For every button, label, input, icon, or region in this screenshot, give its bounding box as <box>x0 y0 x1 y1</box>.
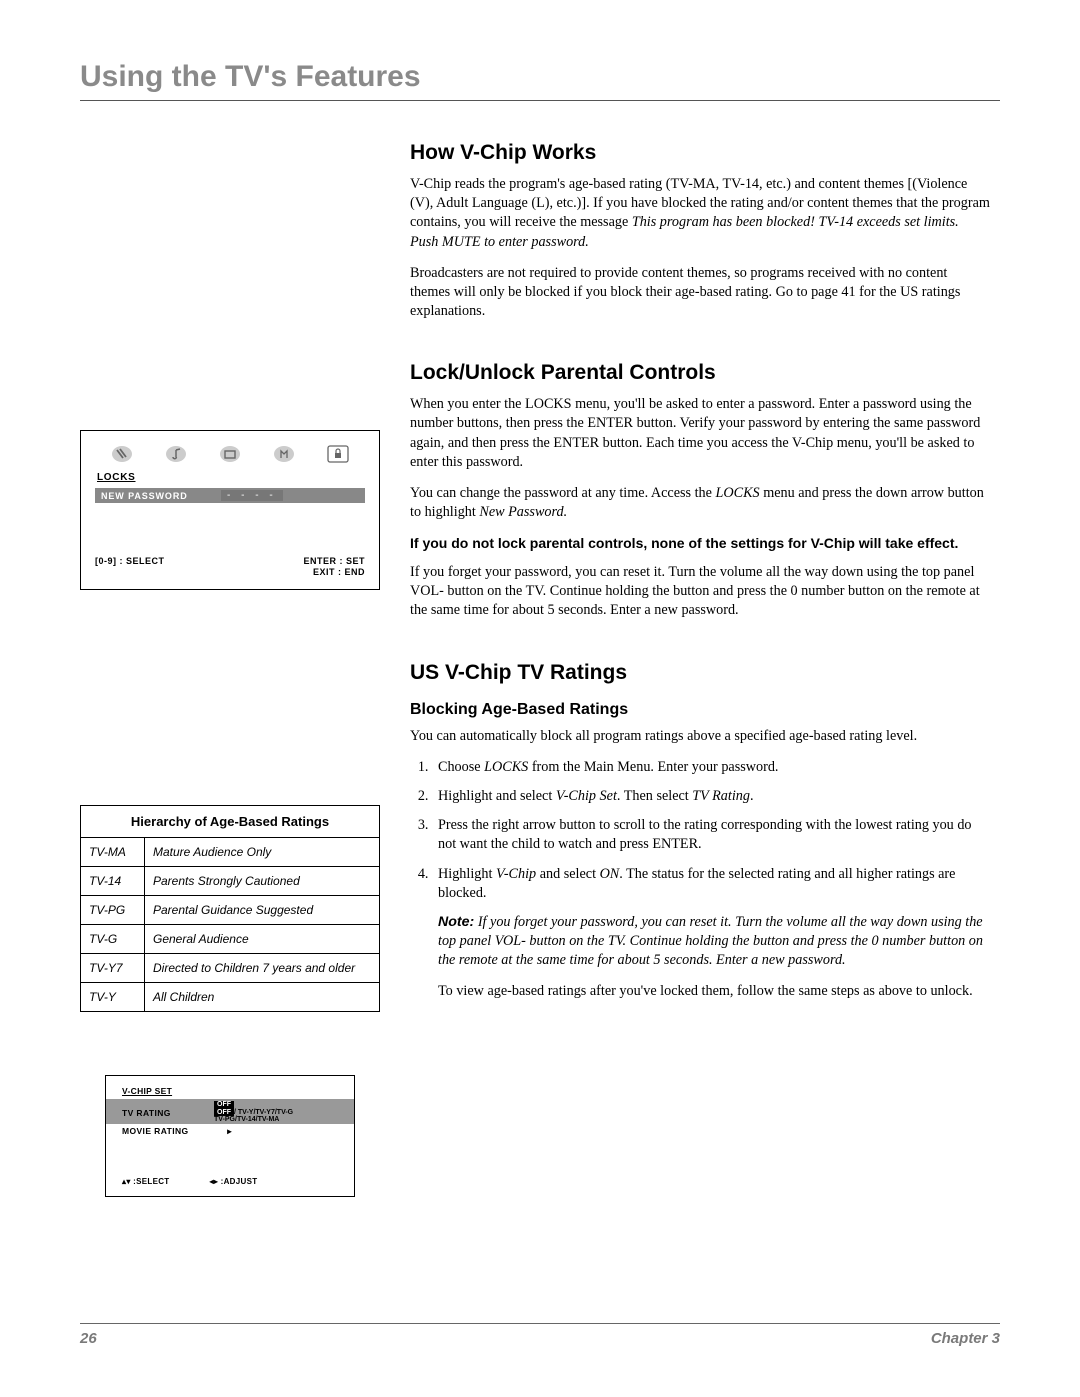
movie-rating-label: MOVIE RATING <box>122 1126 189 1136</box>
vchip-footer: ▴▾ :SELECT ◂▸ :ADJUST <box>122 1177 338 1186</box>
table-row: TV-MAMature Audience Only <box>81 838 380 867</box>
picture-icon <box>109 443 135 465</box>
text: You can change the password at any time.… <box>410 485 715 501</box>
rating-desc: Mature Audience Only <box>145 838 380 867</box>
table-row: TV-PGParental Guidance Suggested <box>81 896 380 925</box>
opts-line2: TV-PG/TV-14/TV-MA <box>214 1116 279 1123</box>
rating-desc: General Audience <box>145 925 380 954</box>
lock-paragraph-1: When you enter the LOCKS menu, you'll be… <box>410 395 990 472</box>
step-3: Press the right arrow button to scroll t… <box>432 816 990 854</box>
text: Highlight and select <box>438 788 556 804</box>
locks-footer: [0-9] : SELECT ENTER : SET EXIT : END <box>95 556 365 579</box>
tv-rating-label: TV RATING <box>122 1108 214 1118</box>
step-4: Highlight V-Chip and select ON. The stat… <box>432 865 990 903</box>
chapter-label: Chapter 3 <box>931 1330 1000 1347</box>
table-row: TV-GGeneral Audience <box>81 925 380 954</box>
rating-code: TV-Y7 <box>81 954 145 983</box>
rating-code: TV-14 <box>81 867 145 896</box>
italic-text: New Password. <box>479 504 567 520</box>
movie-rating-row: MOVIE RATING ▸ <box>122 1126 354 1137</box>
rating-code: TV-MA <box>81 838 145 867</box>
italic-text: V-Chip <box>496 866 536 882</box>
note-body: If you forget your password, you can res… <box>438 914 983 968</box>
ratings-table: Hierarchy of Age-Based Ratings TV-MAMatu… <box>80 805 380 1012</box>
rating-code: TV-PG <box>81 896 145 925</box>
password-dashes: - - - - <box>221 490 283 501</box>
locks-label: LOCKS <box>97 472 371 483</box>
new-password-row: NEW PASSWORD - - - - <box>95 488 365 503</box>
lock-icon <box>325 443 351 465</box>
audio-icon <box>163 443 189 465</box>
note-label: Note: <box>438 914 474 930</box>
screen-icon <box>217 443 243 465</box>
text: Choose <box>438 759 484 775</box>
table-row: TV-Y7Directed to Children 7 years and ol… <box>81 954 380 983</box>
main-content: How V-Chip Works V-Chip reads the progra… <box>410 141 990 1002</box>
rating-code: TV-G <box>81 925 145 954</box>
opts-line1: / TV-Y/TV-Y7/TV-G <box>234 1109 293 1116</box>
italic-text: ON <box>600 866 620 882</box>
italic-text: LOCKS <box>715 485 759 501</box>
rating-desc: Directed to Children 7 years and older <box>145 954 380 983</box>
heading-us-vchip: US V-Chip TV Ratings <box>410 661 990 685</box>
text: and select <box>536 866 599 882</box>
off-value-dup: OFF <box>214 1109 234 1117</box>
italic-text: LOCKS <box>484 759 528 775</box>
last-paragraph: To view age-based ratings after you've l… <box>438 982 990 1001</box>
lock-paragraph-2: You can change the password at any time.… <box>410 484 990 522</box>
footer-enter: ENTER : SET <box>303 556 365 566</box>
steps-list: Choose LOCKS from the Main Menu. Enter y… <box>410 758 990 903</box>
movie-arrow: ▸ <box>227 1126 232 1136</box>
lock-paragraph-3: If you forget your password, you can res… <box>410 563 990 621</box>
footer-select: [0-9] : SELECT <box>95 556 165 579</box>
vchip-paragraph-1: V-Chip reads the program's age-based rat… <box>410 175 990 252</box>
italic-text: V-Chip Set <box>556 788 617 804</box>
vchip-footer-select: ▴▾ :SELECT <box>122 1177 169 1186</box>
off-value: OFF <box>214 1101 234 1109</box>
rating-desc: Parents Strongly Cautioned <box>145 867 380 896</box>
text: Highlight <box>438 866 496 882</box>
heading-lock-unlock: Lock/Unlock Parental Controls <box>410 361 990 385</box>
table-row: TV-YAll Children <box>81 983 380 1012</box>
vchip-footer-adjust: ◂▸ :ADJUST <box>209 1177 257 1186</box>
text: from the Main Menu. Enter your password. <box>528 759 778 775</box>
vchip-paragraph-2: Broadcasters are not required to provide… <box>410 264 990 322</box>
page-title: Using the TV's Features <box>80 60 1000 101</box>
rating-code: TV-Y <box>81 983 145 1012</box>
vchip-screenshot: V-CHIP SET TV RATING OFF OFF/ TV-Y/TV-Y7… <box>80 1075 380 1197</box>
setup-icon <box>271 443 297 465</box>
vchip-set-title: V-CHIP SET <box>122 1086 354 1096</box>
lock-bold-warning: If you do not lock parental controls, no… <box>410 534 990 553</box>
rating-desc: Parental Guidance Suggested <box>145 896 380 925</box>
new-password-label: NEW PASSWORD <box>101 491 221 501</box>
locks-screenshot: LOCKS NEW PASSWORD - - - - [0-9] : SELEC… <box>80 430 380 590</box>
tv-rating-options: OFF OFF/ TV-Y/TV-Y7/TV-G TV-PG/TV-14/TV-… <box>214 1101 293 1124</box>
italic-text: TV Rating <box>692 788 750 804</box>
footer-exit: EXIT : END <box>313 567 365 577</box>
page-footer: 26 Chapter 3 <box>80 1323 1000 1347</box>
text: . Then select <box>617 788 692 804</box>
tv-rating-row: TV RATING OFF OFF/ TV-Y/TV-Y7/TV-G TV-PG… <box>106 1099 354 1124</box>
step-2: Highlight and select V-Chip Set. Then se… <box>432 787 990 806</box>
ratings-table-wrap: Hierarchy of Age-Based Ratings TV-MAMatu… <box>80 805 380 1012</box>
page-number: 26 <box>80 1330 97 1347</box>
text: . <box>750 788 754 804</box>
note-block: Note: If you forget your password, you c… <box>438 913 990 971</box>
menu-icon-row <box>89 439 371 469</box>
table-row: TV-14Parents Strongly Cautioned <box>81 867 380 896</box>
rating-desc: All Children <box>145 983 380 1012</box>
ratings-table-header: Hierarchy of Age-Based Ratings <box>81 806 380 838</box>
heading-how-vchip: How V-Chip Works <box>410 141 990 165</box>
step-1: Choose LOCKS from the Main Menu. Enter y… <box>432 758 990 777</box>
blocking-paragraph: You can automatically block all program … <box>410 727 990 746</box>
subheading-blocking: Blocking Age-Based Ratings <box>410 701 990 719</box>
